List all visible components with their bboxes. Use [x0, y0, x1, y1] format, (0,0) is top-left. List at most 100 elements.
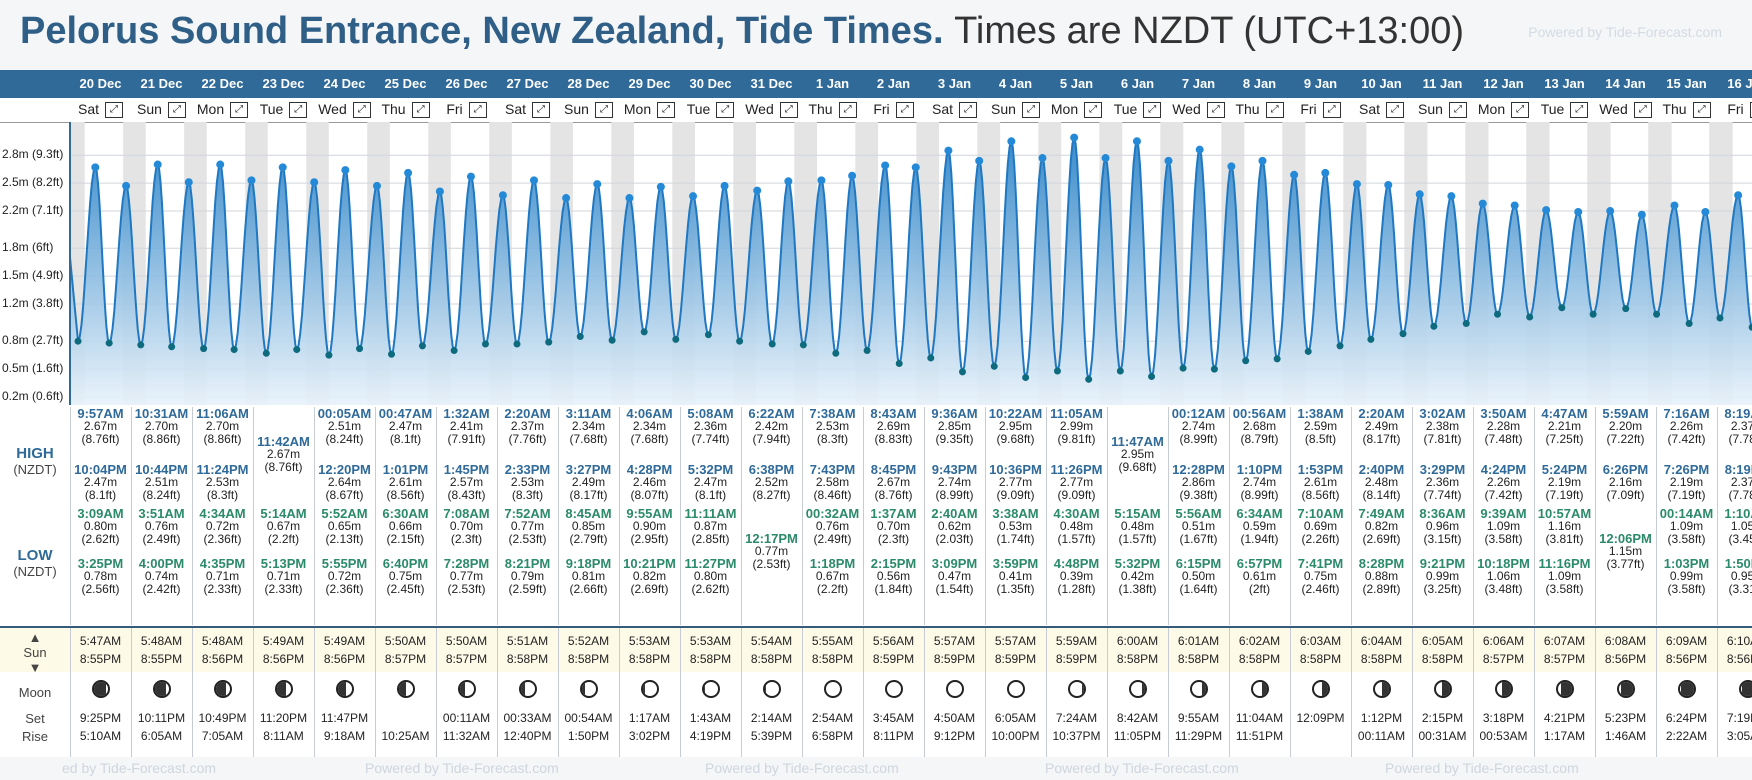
- expand-icon[interactable]: ⤢: [167, 102, 186, 119]
- high-tide-point[interactable]: [498, 191, 507, 200]
- low-tide-point[interactable]: [1430, 322, 1438, 330]
- expand-icon[interactable]: ⤢: [289, 102, 308, 119]
- high-tide-point[interactable]: [625, 194, 634, 203]
- low-tide-point[interactable]: [1336, 342, 1344, 350]
- low-tide-point[interactable]: [388, 350, 396, 358]
- low-tide-point[interactable]: [1622, 305, 1630, 313]
- high-tide-point[interactable]: [404, 168, 413, 177]
- expand-icon[interactable]: ⤢: [1143, 102, 1162, 119]
- high-tide-point[interactable]: [1606, 207, 1615, 216]
- low-tide-point[interactable]: [325, 351, 333, 359]
- low-tide-point[interactable]: [1526, 313, 1534, 321]
- expand-icon[interactable]: ⤢: [594, 102, 613, 119]
- low-tide-point[interactable]: [799, 341, 807, 349]
- powered-by-watermark[interactable]: Powered by Tide-Forecast.com: [1528, 24, 1722, 40]
- low-tide-point[interactable]: [1022, 373, 1030, 381]
- high-tide-point[interactable]: [975, 156, 984, 165]
- low-tide-point[interactable]: [832, 349, 840, 357]
- high-tide-point[interactable]: [848, 171, 857, 180]
- low-tide-point[interactable]: [990, 362, 998, 370]
- expand-icon[interactable]: ⤢: [532, 102, 550, 119]
- low-tide-point[interactable]: [418, 342, 426, 350]
- expand-icon[interactable]: ⤢: [352, 102, 371, 119]
- low-tide-point[interactable]: [1399, 330, 1407, 338]
- low-tide-point[interactable]: [1085, 375, 1093, 383]
- low-tide-point[interactable]: [608, 336, 616, 344]
- low-tide-point[interactable]: [927, 354, 935, 362]
- high-tide-point[interactable]: [1101, 154, 1110, 163]
- high-tide-point[interactable]: [216, 160, 225, 169]
- low-tide-point[interactable]: [293, 346, 301, 354]
- high-tide-point[interactable]: [1415, 190, 1424, 199]
- high-tide-point[interactable]: [1478, 199, 1487, 208]
- low-tide-point[interactable]: [863, 347, 871, 355]
- high-tide-point[interactable]: [1038, 154, 1047, 163]
- high-tide-point[interactable]: [656, 182, 665, 191]
- high-tide-point[interactable]: [1542, 206, 1551, 215]
- high-tide-point[interactable]: [1195, 145, 1204, 154]
- low-tide-point[interactable]: [1273, 355, 1281, 363]
- low-tide-point[interactable]: [672, 335, 680, 343]
- expand-icon[interactable]: ⤢: [1448, 102, 1467, 119]
- low-tide-point[interactable]: [1589, 310, 1597, 318]
- high-tide-point[interactable]: [753, 186, 762, 195]
- low-tide-point[interactable]: [1685, 320, 1693, 328]
- low-tide-point[interactable]: [450, 347, 458, 355]
- expand-icon[interactable]: ⤢: [1206, 102, 1225, 119]
- expand-icon[interactable]: ⤢: [1084, 102, 1103, 119]
- high-tide-point[interactable]: [593, 180, 602, 189]
- low-tide-point[interactable]: [356, 345, 364, 353]
- low-tide-point[interactable]: [895, 360, 903, 368]
- high-tide-point[interactable]: [784, 177, 793, 186]
- high-tide-point[interactable]: [562, 194, 571, 203]
- expand-icon[interactable]: ⤢: [105, 102, 123, 119]
- high-tide-point[interactable]: [1007, 137, 1016, 146]
- low-tide-point[interactable]: [640, 328, 648, 336]
- expand-icon[interactable]: ⤢: [1021, 102, 1040, 119]
- expand-icon[interactable]: ⤢: [1511, 102, 1530, 119]
- expand-icon[interactable]: ⤢: [468, 102, 487, 119]
- high-tide-point[interactable]: [466, 172, 475, 181]
- high-tide-point[interactable]: [153, 160, 162, 169]
- expand-icon[interactable]: ⤢: [657, 102, 676, 119]
- low-tide-point[interactable]: [959, 368, 967, 376]
- low-tide-point[interactable]: [513, 340, 521, 348]
- low-tide-point[interactable]: [1116, 367, 1124, 375]
- low-tide-point[interactable]: [1367, 335, 1375, 343]
- high-tide-point[interactable]: [122, 181, 131, 190]
- expand-icon[interactable]: ⤢: [1265, 102, 1284, 119]
- low-tide-point[interactable]: [1148, 373, 1156, 381]
- high-tide-point[interactable]: [91, 163, 100, 172]
- low-tide-point[interactable]: [1053, 367, 1061, 375]
- high-tide-point[interactable]: [911, 163, 920, 172]
- low-tide-point[interactable]: [1462, 320, 1470, 328]
- high-tide-point[interactable]: [1510, 201, 1519, 210]
- high-tide-point[interactable]: [278, 163, 287, 172]
- high-tide-point[interactable]: [529, 176, 538, 185]
- low-tide-point[interactable]: [736, 337, 744, 345]
- low-tide-point[interactable]: [1653, 310, 1661, 318]
- expand-icon[interactable]: ⤢: [1692, 102, 1711, 119]
- low-tide-point[interactable]: [1748, 323, 1752, 331]
- expand-icon[interactable]: ⤢: [779, 102, 798, 119]
- high-tide-point[interactable]: [881, 161, 890, 170]
- expand-icon[interactable]: ⤢: [838, 102, 857, 119]
- high-tide-point[interactable]: [247, 176, 256, 185]
- expand-icon[interactable]: ⤢: [895, 102, 914, 119]
- high-tide-point[interactable]: [944, 146, 953, 155]
- low-tide-point[interactable]: [576, 333, 584, 341]
- high-tide-point[interactable]: [372, 181, 381, 190]
- high-tide-point[interactable]: [435, 187, 444, 196]
- high-tide-point[interactable]: [1321, 168, 1330, 177]
- high-tide-point[interactable]: [341, 166, 350, 175]
- expand-icon[interactable]: ⤢: [1633, 102, 1652, 119]
- low-tide-point[interactable]: [704, 331, 712, 339]
- low-tide-point[interactable]: [74, 337, 82, 345]
- low-tide-point[interactable]: [1494, 310, 1502, 318]
- high-tide-point[interactable]: [1701, 207, 1710, 216]
- high-tide-point[interactable]: [1734, 191, 1743, 200]
- high-tide-point[interactable]: [1352, 180, 1361, 189]
- low-tide-point[interactable]: [1558, 304, 1566, 312]
- low-tide-point[interactable]: [230, 346, 238, 354]
- expand-icon[interactable]: ⤢: [959, 102, 977, 119]
